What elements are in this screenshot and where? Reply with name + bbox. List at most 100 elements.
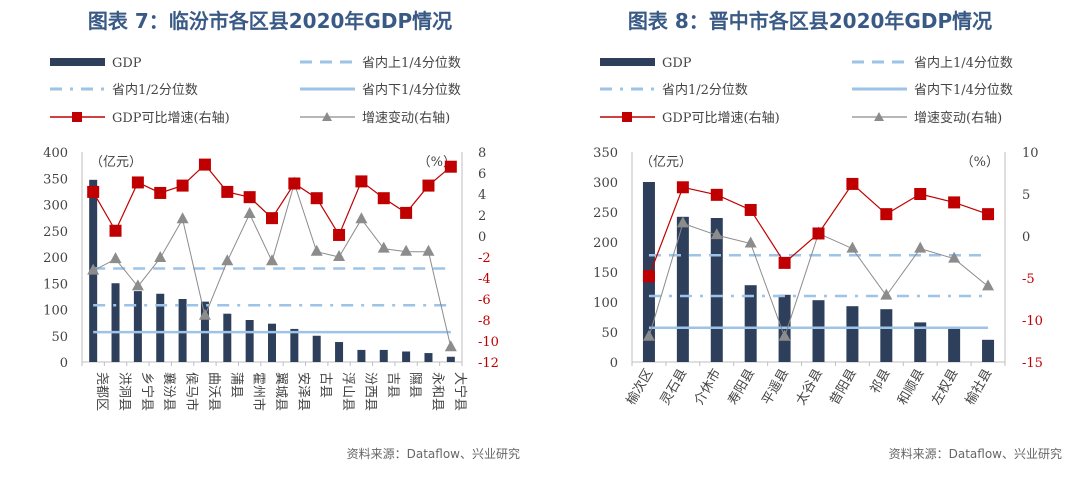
right-tick-label: -10 — [478, 335, 499, 350]
right-tick-label: -12 — [478, 356, 499, 371]
legend-bar-swatch — [600, 58, 655, 66]
legend-label: 省内1/2分位数 — [112, 82, 198, 98]
gdp-growth-marker — [812, 227, 825, 240]
gdp-growth-marker — [131, 176, 144, 189]
growth-change-marker — [914, 241, 927, 253]
growth-change-line — [92, 181, 452, 348]
legend-label: GDP可比增速(右轴) — [662, 111, 780, 126]
category-label: 古县 — [318, 372, 333, 398]
legend-item: 省内下1/4分位数 — [300, 82, 461, 98]
growth-change-marker — [176, 212, 189, 224]
gdp-bar — [982, 339, 995, 362]
left-tick-label: 200 — [43, 251, 68, 266]
legend-item: GDP — [600, 56, 692, 71]
gdp-growth-marker — [710, 188, 723, 201]
legend-label: GDP可比增速(右轴) — [112, 111, 230, 126]
right-tick-label: 8 — [478, 146, 486, 161]
legend-item: 增速变动(右轴) — [852, 110, 1002, 126]
growth-change-marker — [131, 279, 144, 291]
gdp-growth-marker — [176, 179, 189, 192]
growth-change-marker — [846, 241, 859, 253]
gdp-bar — [245, 320, 254, 362]
category-label: 和顺县 — [895, 367, 927, 408]
left-tick-label: 250 — [43, 225, 68, 240]
growth-change-marker — [444, 340, 457, 352]
gdp-growth-marker — [880, 208, 893, 221]
gdp-bar — [111, 283, 120, 362]
gdp-growth-marker — [400, 206, 413, 219]
growth-change-marker — [266, 254, 278, 266]
gdp-growth-marker — [288, 177, 301, 190]
gdp-growth-marker — [676, 181, 689, 194]
gdp-growth-marker — [109, 224, 122, 237]
category-label: 介休市 — [691, 366, 724, 408]
legend-item: 增速变动(右轴) — [300, 110, 450, 126]
legend-label: GDP — [112, 56, 142, 71]
legend-label: 增速变动(右轴) — [914, 110, 1002, 126]
left-tick-label: 150 — [43, 277, 68, 292]
left-tick-label: 350 — [43, 172, 68, 187]
gdp-bar — [312, 335, 321, 362]
category-label: 尧都区 — [94, 372, 109, 411]
growth-change-marker — [310, 244, 323, 256]
growth-change-marker — [778, 329, 791, 341]
right-tick-label: 0 — [1022, 230, 1030, 245]
legend-item: 省内下1/4分位数 — [852, 82, 1013, 98]
legend-label: 省内上1/4分位数 — [362, 55, 461, 71]
category-label: 汾西县 — [362, 372, 377, 411]
chart-title: 图表 7：临汾市各区县2020年GDP情况 — [88, 9, 452, 33]
category-label: 大宁县 — [452, 372, 468, 411]
left-axis-unit: （亿元） — [640, 155, 692, 170]
left-tick-label: 100 — [43, 304, 68, 319]
gdp-bar — [223, 313, 232, 362]
left-tick-label: 0 — [60, 356, 68, 371]
category-label: 昔阳县 — [827, 367, 859, 408]
gdp-growth-marker — [333, 228, 346, 241]
category-label: 侯马市 — [184, 372, 200, 411]
gdp-bar — [402, 351, 411, 362]
gdp-growth-marker — [846, 177, 859, 190]
gdp-bar — [268, 323, 276, 362]
category-label: 平遥县 — [760, 367, 792, 408]
right-tick-label: -5 — [1022, 272, 1035, 287]
category-label: 榆次区 — [623, 366, 656, 408]
chart-2: 图表 8：晋中市各区县2020年GDP情况 GDP 省内上1/4分位数省内1/2分位… — [593, 9, 1062, 461]
gdp-growth-marker — [914, 188, 927, 200]
category-label: 浮山县 — [340, 372, 355, 411]
gdp-bar — [178, 299, 187, 362]
legend-label: GDP — [662, 56, 692, 71]
legend-item: GDP可比增速(右轴) — [600, 111, 780, 126]
category-label: 祁县 — [868, 367, 894, 397]
gdp-growth-marker — [154, 186, 167, 199]
legend-square-marker — [72, 112, 82, 122]
gdp-growth-line — [92, 163, 452, 237]
gdp-bar — [133, 291, 142, 362]
growth-change-marker — [948, 251, 961, 263]
legend-triangle-marker — [874, 112, 884, 121]
category-label: 安泽县 — [295, 372, 310, 411]
gdp-growth-marker — [444, 160, 457, 173]
gdp-growth-marker — [744, 203, 757, 216]
gdp-bar — [379, 349, 388, 362]
gdp-growth-marker — [642, 270, 655, 283]
category-label: 襄汾县 — [161, 372, 177, 411]
gdp-growth-marker — [778, 256, 791, 269]
right-tick-label: -6 — [478, 293, 491, 308]
growth-change-marker — [642, 329, 655, 341]
growth-change-marker — [355, 212, 368, 224]
category-label: 霍州市 — [251, 372, 267, 411]
right-tick-label: -2 — [478, 251, 491, 266]
source-note: 资料来源：Dataflow、兴业研究 — [347, 446, 520, 461]
legend-label: 省内下1/4分位数 — [914, 82, 1013, 98]
category-label: 隰县 — [407, 372, 422, 398]
legend-label: 增速变动(右轴) — [362, 110, 450, 126]
legend-item: GDP — [50, 56, 142, 71]
left-tick-label: 400 — [43, 146, 68, 161]
gdp-growth-marker — [243, 191, 256, 204]
gdp-bar — [335, 342, 344, 362]
growth-change-marker — [710, 228, 723, 240]
left-tick-label: 150 — [593, 266, 618, 281]
right-tick-label: 6 — [478, 167, 486, 182]
legend-label: 省内下1/4分位数 — [362, 82, 461, 98]
gdp-growth-marker — [266, 212, 278, 225]
